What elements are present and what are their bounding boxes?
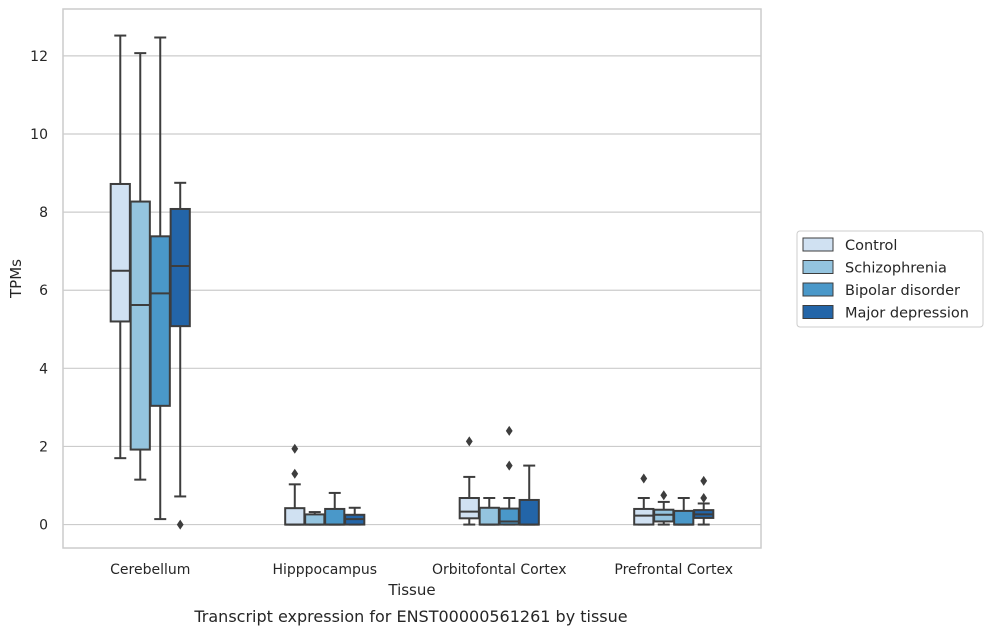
legend: Control Schizophrenia Bipolar disorder Majo… bbox=[796, 230, 984, 328]
outlier-point bbox=[505, 460, 513, 471]
legend-swatch bbox=[802, 282, 834, 297]
y-tick-label: 12 bbox=[30, 49, 48, 65]
outlier-point bbox=[700, 493, 708, 504]
box bbox=[633, 507, 655, 526]
box-group bbox=[693, 475, 715, 526]
legend-entry: Major depression bbox=[845, 306, 969, 322]
box bbox=[284, 507, 306, 526]
x-tick-label: Prefrontal Cortex bbox=[614, 562, 733, 578]
outlier-point bbox=[176, 519, 184, 530]
outlier-point bbox=[291, 443, 299, 454]
y-tick-label: 4 bbox=[39, 361, 48, 377]
box-group bbox=[169, 181, 191, 530]
box bbox=[304, 513, 326, 526]
outlier-point bbox=[640, 473, 648, 484]
legend-swatch bbox=[802, 237, 834, 252]
box bbox=[478, 506, 500, 526]
x-tick-label: Orbitofontal Cortex bbox=[432, 562, 567, 578]
box-group bbox=[478, 497, 500, 526]
chart-caption: Transcript expression for ENST0000056126… bbox=[193, 607, 627, 626]
y-tick-label: 2 bbox=[39, 439, 48, 455]
box-layer bbox=[109, 34, 715, 530]
box-group bbox=[344, 506, 366, 526]
y-tick-label: 8 bbox=[39, 205, 48, 221]
y-tick-label: 6 bbox=[39, 283, 48, 299]
legend-entry: Schizophrenia bbox=[845, 261, 947, 277]
outlier-point bbox=[660, 490, 668, 501]
box bbox=[324, 507, 346, 526]
box-group bbox=[149, 36, 171, 521]
legend-swatch bbox=[802, 260, 834, 274]
outlier-point bbox=[700, 475, 708, 486]
outlier-point bbox=[465, 436, 473, 447]
box-group bbox=[304, 511, 326, 526]
outlier-point bbox=[291, 468, 299, 479]
box-group bbox=[518, 464, 540, 526]
y-tick-label: 10 bbox=[30, 127, 48, 143]
x-axis-label: Tissue bbox=[387, 581, 435, 599]
box bbox=[129, 200, 151, 451]
y-tick-labels: 0 2 4 6 8 10 12 bbox=[30, 49, 48, 534]
box bbox=[109, 182, 131, 323]
plot-frame bbox=[62, 8, 762, 549]
legend-entry: Bipolar disorder bbox=[845, 283, 960, 299]
outlier-point bbox=[505, 425, 513, 436]
box bbox=[673, 509, 695, 526]
x-tick-labels: Cerebellum Hipppocampus Orbitofontal Corte… bbox=[110, 562, 733, 578]
y-axis-label: TPMs bbox=[7, 259, 25, 299]
x-tick-label: Hipppocampus bbox=[272, 562, 377, 578]
legend-entry: Control bbox=[845, 238, 897, 254]
box-group bbox=[284, 443, 306, 526]
x-tick-label: Cerebellum bbox=[110, 562, 190, 578]
box bbox=[149, 235, 171, 407]
box-group bbox=[673, 497, 695, 526]
box bbox=[458, 497, 480, 520]
y-tick-label: 0 bbox=[39, 518, 48, 534]
box bbox=[169, 207, 191, 328]
legend-swatch bbox=[802, 305, 834, 319]
legend-frame bbox=[796, 230, 984, 328]
box-group bbox=[109, 34, 131, 460]
box bbox=[518, 498, 540, 526]
